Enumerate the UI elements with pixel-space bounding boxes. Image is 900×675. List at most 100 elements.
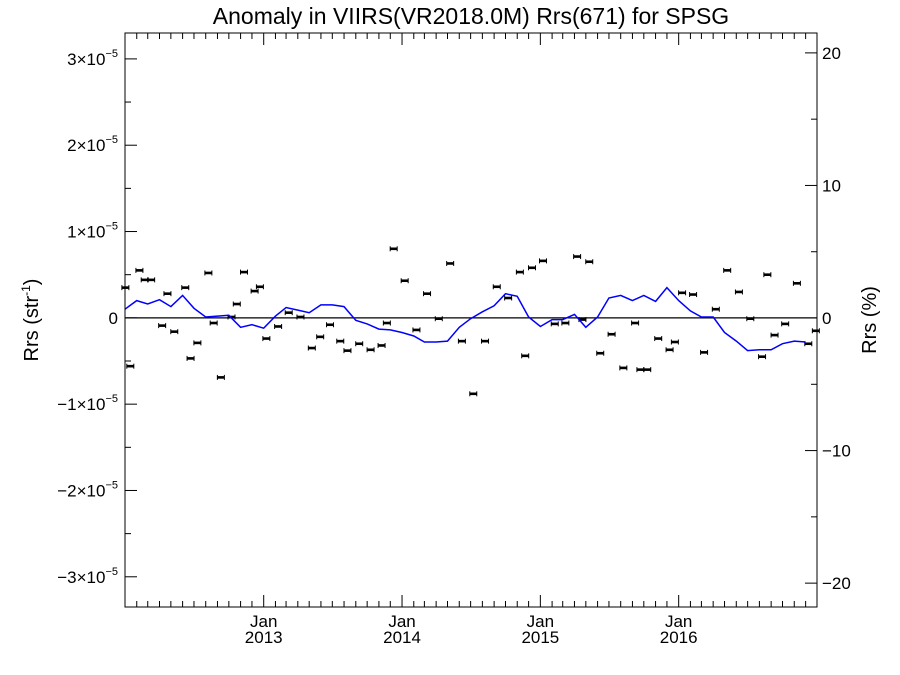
data-point	[255, 284, 264, 290]
y-axis-label-left: Rrs (str-1)	[19, 279, 43, 362]
data-point	[746, 316, 755, 322]
data-point	[607, 331, 616, 337]
data-point-marker	[401, 279, 409, 283]
data-point	[355, 341, 364, 347]
data-point-marker	[636, 368, 644, 371]
data-point	[250, 288, 259, 294]
data-point-marker	[336, 339, 344, 343]
data-point-marker	[528, 266, 536, 270]
data-point-marker	[678, 291, 686, 295]
data-point	[412, 327, 421, 333]
y-right-tick-label: 20	[822, 44, 841, 63]
data-point-marker	[147, 278, 155, 282]
data-point-marker	[217, 376, 225, 379]
data-point-marker	[758, 355, 766, 358]
y-right-tick-label: −10	[822, 442, 851, 461]
data-point-marker	[521, 354, 529, 358]
data-point-marker	[539, 259, 547, 263]
data-point	[423, 291, 432, 297]
data-point	[528, 265, 537, 271]
data-point	[643, 367, 652, 373]
data-point	[232, 301, 241, 307]
y-right-tick-label: 10	[822, 176, 841, 195]
data-point-marker	[240, 270, 248, 274]
data-point-marker	[746, 317, 754, 321]
y-left-tick-mantissa: 2×10	[67, 136, 105, 155]
y-left-tick-mantissa: −2×10	[57, 481, 105, 500]
data-point-marker	[812, 329, 820, 333]
data-point-marker	[135, 269, 143, 272]
data-point-marker	[256, 285, 264, 289]
y-left-tick-label: −2×10−5	[57, 479, 118, 500]
data-point-marker	[193, 341, 201, 345]
data-point-marker	[804, 342, 812, 346]
y-axis-label-left-sup: -1	[19, 285, 33, 296]
data-point	[689, 292, 698, 298]
data-point-marker	[578, 318, 586, 321]
data-point-marker	[390, 247, 398, 251]
data-point	[163, 291, 172, 297]
data-point-marker	[596, 351, 604, 355]
data-point-marker	[608, 332, 616, 336]
data-point-marker	[671, 340, 679, 344]
data-point	[585, 259, 594, 265]
data-point	[763, 272, 772, 278]
data-point	[170, 329, 179, 335]
data-point	[515, 269, 524, 275]
y-left-tick-label: −3×10−5	[57, 566, 118, 587]
y-left-tick-mantissa: 3×10	[67, 50, 105, 69]
data-point	[636, 367, 645, 373]
y-left-tick-exponent: −5	[105, 393, 118, 405]
data-point	[665, 347, 674, 353]
data-point	[446, 260, 455, 266]
data-point	[366, 347, 375, 353]
data-point-marker	[163, 292, 171, 295]
data-point-marker	[308, 346, 316, 350]
data-point	[792, 280, 801, 286]
y-left-tick-mantissa: −1×10	[57, 395, 105, 414]
data-point	[216, 374, 225, 380]
data-point-marker	[504, 296, 512, 300]
data-point	[343, 348, 352, 354]
data-point	[126, 363, 135, 369]
data-point	[678, 290, 687, 296]
data-point	[186, 355, 195, 361]
data-point-marker	[141, 278, 149, 282]
data-point-marker	[458, 339, 466, 343]
data-point-marker	[446, 262, 454, 265]
data-point-marker	[551, 322, 559, 326]
data-point-marker	[631, 321, 639, 325]
y-left-tick-label: 3×10−5	[67, 48, 118, 69]
data-point	[296, 314, 305, 320]
data-point-marker	[262, 337, 270, 340]
data-point-marker	[355, 342, 363, 346]
y-left-tick-label: 2×10−5	[67, 134, 118, 155]
data-point	[781, 321, 790, 327]
data-point-marker	[251, 289, 259, 293]
y-left-tick-label: 1×10−5	[67, 221, 118, 242]
plot-frame	[124, 32, 818, 608]
data-point	[758, 354, 767, 360]
data-point-marker	[619, 366, 627, 370]
data-point	[561, 320, 570, 326]
x-tick-label: Jan	[388, 612, 415, 631]
data-point	[400, 278, 409, 284]
data-point	[723, 267, 732, 273]
data-point	[326, 322, 335, 328]
y-left-tick-label: −1×10−5	[57, 393, 118, 414]
y-right-tick-label: 0	[822, 309, 831, 328]
y-axis-label-left-main: Rrs (str	[21, 296, 43, 362]
data-point-marker	[643, 368, 651, 371]
data-point-marker	[378, 344, 386, 347]
data-point	[262, 336, 271, 342]
data-point	[670, 339, 679, 345]
data-point-marker	[654, 337, 662, 340]
data-point	[284, 310, 293, 316]
data-point	[481, 338, 490, 344]
data-point	[377, 342, 386, 348]
y-axis-label-right: Rrs (%)	[859, 286, 881, 354]
data-point-marker	[204, 271, 212, 275]
data-point	[770, 332, 779, 338]
data-point	[619, 365, 628, 371]
data-point	[469, 391, 478, 397]
